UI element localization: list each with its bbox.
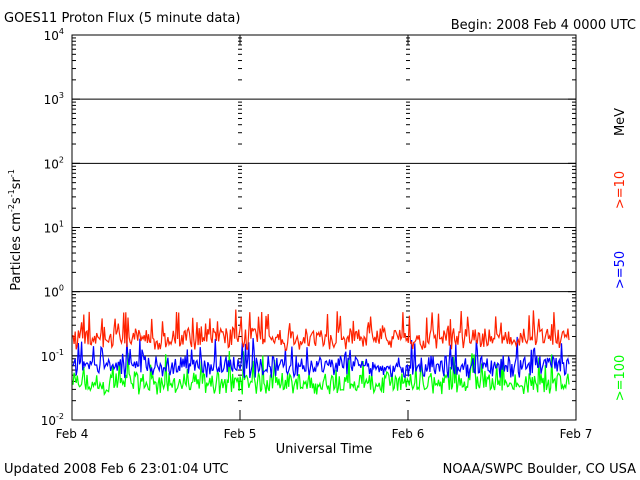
x-axis-label: Universal Time: [276, 442, 373, 457]
legend-label: >=50: [613, 251, 628, 289]
legend-entry: >=100: [613, 355, 628, 402]
y-tick-label: 102: [44, 155, 64, 171]
legend-label: >=100: [613, 355, 628, 402]
legend-label: >=10: [613, 171, 628, 209]
begin-time-label: Begin: 2008 Feb 4 0000 UTC: [451, 18, 636, 33]
horizontal-reference-lines: [72, 99, 576, 356]
y-tick-label: 104: [44, 27, 64, 43]
unit-label: MeV: [613, 108, 628, 136]
x-tick-label: Feb 7: [560, 427, 593, 441]
x-tick-label: Feb 4: [56, 427, 89, 441]
y-tick-label: 101: [44, 220, 64, 236]
source-label: NOAA/SWPC Boulder, CO USA: [443, 462, 636, 477]
x-tick-labels: Feb 4 Feb 5 Feb 6 Feb 7: [56, 427, 593, 441]
x-tick-label: Feb 5: [224, 427, 257, 441]
series-layer: [73, 310, 569, 395]
y-tick-label: 10-2: [41, 412, 64, 428]
legend-entry: >=50: [613, 251, 628, 289]
series-line: [73, 310, 569, 351]
legend-entry: >=10: [613, 171, 628, 209]
svg-text:Particles cm-2s-1sr-1: Particles cm-2s-1sr-1: [7, 169, 24, 291]
y-axis-label: Particles cm-2s-1sr-1: [7, 169, 24, 291]
series-line: [73, 351, 569, 394]
updated-timestamp: Updated 2008 Feb 6 23:01:04 UTC: [4, 462, 229, 477]
chart-title: GOES11 Proton Flux (5 minute data): [4, 11, 240, 26]
y-tick-label: 100: [44, 284, 64, 300]
y-tick-labels: 104 103 102 101 100 10-1 10-2: [41, 27, 64, 428]
unit-label-group: MeV: [613, 108, 628, 136]
y-tick-label: 103: [44, 91, 64, 107]
series-line: [73, 337, 569, 378]
x-tick-label: Feb 6: [392, 427, 425, 441]
legend: >=10 >=50 >=100 MeV: [613, 108, 628, 401]
y-tick-label: 10-1: [41, 348, 64, 364]
